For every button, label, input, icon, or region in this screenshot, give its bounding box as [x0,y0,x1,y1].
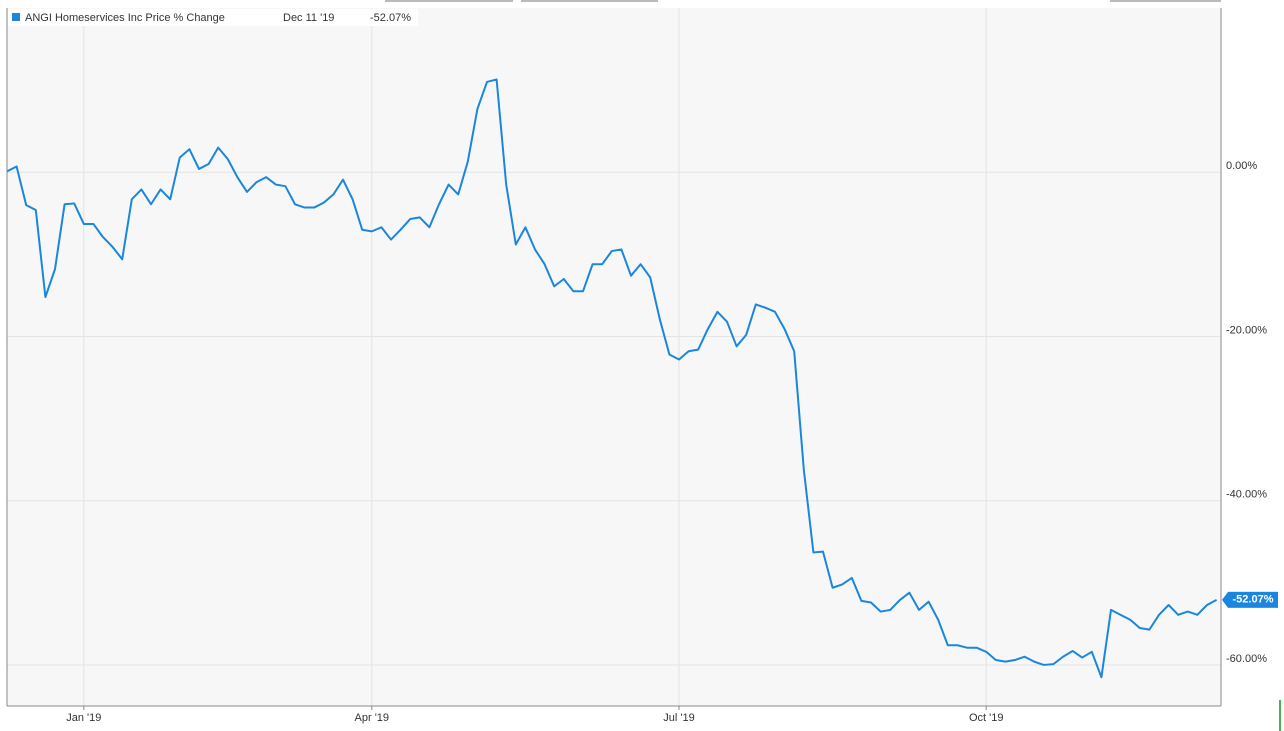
price-line [6,78,1218,679]
legend-date: Dec 11 '19 [283,12,334,24]
legend-swatch [12,13,20,21]
plot [6,78,1218,679]
tab [1110,0,1221,2]
tab [521,0,658,2]
tab [385,0,513,2]
legend-box [8,9,418,26]
plot-area [7,8,1221,706]
y-tick-label: 0.00% [1226,160,1257,172]
last-value-pointer [1222,591,1228,608]
grid [7,8,1221,706]
legend-label: ANGI Homeservices Inc Price % Change [25,12,225,24]
y-tick-label: -40.00% [1226,489,1267,501]
last-value-label: -52.07% [1233,594,1274,606]
y-tick-label: -20.00% [1226,324,1267,336]
x-tick-label: Jul '19 [663,712,694,724]
legend-value: -52.07% [370,12,411,24]
x-tick-label: Apr '19 [355,712,390,724]
x-tick-label: Jan '19 [66,712,101,724]
x-tick-label: Oct '19 [969,712,1004,724]
last-value-badge [1228,591,1278,608]
y-tick-label: -60.00% [1226,653,1267,665]
